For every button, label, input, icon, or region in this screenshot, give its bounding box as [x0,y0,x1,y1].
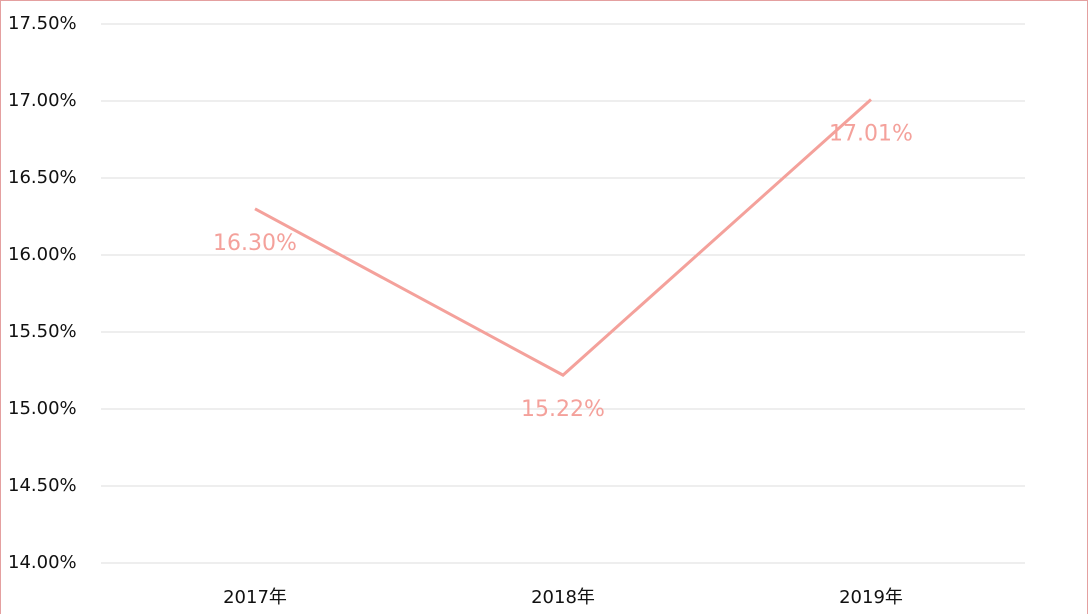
y-tick-label: 16.00% [8,244,77,265]
y-tick-label: 17.00% [8,90,77,111]
y-tick-label: 16.50% [8,167,77,188]
x-tick-label: 2018年 [531,587,595,608]
y-tick-label: 17.50% [8,13,77,34]
data-label: 17.01% [829,121,913,146]
y-tick-label: 15.00% [8,398,77,419]
line [254,98,873,377]
y-tick-label: 15.50% [8,321,77,342]
y-tick-label: 14.50% [8,475,77,496]
x-tick-label: 2019年 [839,587,903,608]
data-label: 15.22% [521,397,605,422]
x-tick-label: 2017年 [223,587,287,608]
data-label: 16.30% [213,231,297,256]
y-tick-label: 14.00% [8,552,77,573]
